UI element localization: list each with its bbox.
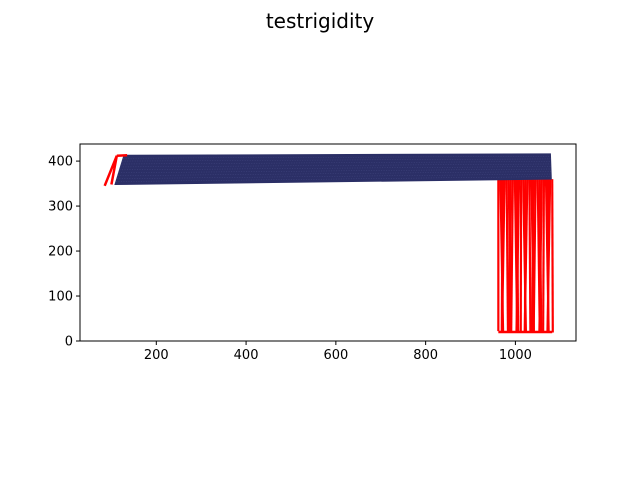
y-tick-label: 300 [48, 200, 73, 215]
x-tick-label: 800 [413, 348, 438, 363]
y-tick-label: 100 [48, 290, 73, 305]
x-tick-label: 200 [144, 348, 169, 363]
beam-mesh [114, 153, 552, 185]
mesh-line [120, 163, 551, 168]
constraint-line [530, 179, 535, 333]
mesh-line [121, 161, 551, 165]
constraint-line [505, 179, 510, 333]
constraint-line [523, 179, 529, 333]
plot-frame [79, 143, 577, 342]
mesh-line [119, 166, 551, 171]
mesh-line [118, 168, 551, 173]
constraint-line [528, 179, 532, 332]
x-tick-label: 1000 [499, 348, 532, 363]
constraint-line [538, 179, 543, 332]
y-tick-label: 200 [48, 245, 73, 260]
beam-band [114, 153, 552, 185]
chart-title: testrigidity [266, 9, 375, 33]
constraint-line [532, 179, 537, 332]
x-tick-label: 400 [234, 348, 259, 363]
constraint-line [546, 179, 552, 333]
mesh-line [115, 176, 552, 182]
x-tick-label: 600 [323, 348, 348, 363]
left-anchor-lines [103, 153, 128, 187]
plot-area [103, 153, 554, 334]
constraint-lines [497, 179, 554, 334]
constraint-line [500, 179, 506, 332]
constraint-line [507, 179, 512, 332]
constraint-line [551, 179, 554, 333]
y-tick-label: 0 [65, 335, 73, 350]
y-axis: 0 100 200 300 400 [48, 155, 80, 350]
constraint-line [542, 179, 546, 333]
left-anchor-line [103, 155, 119, 187]
y-tick-label: 400 [48, 155, 73, 170]
constraint-line [515, 179, 521, 333]
constraint-line [510, 179, 514, 333]
x-axis: 200 400 600 800 1000 [144, 341, 532, 363]
